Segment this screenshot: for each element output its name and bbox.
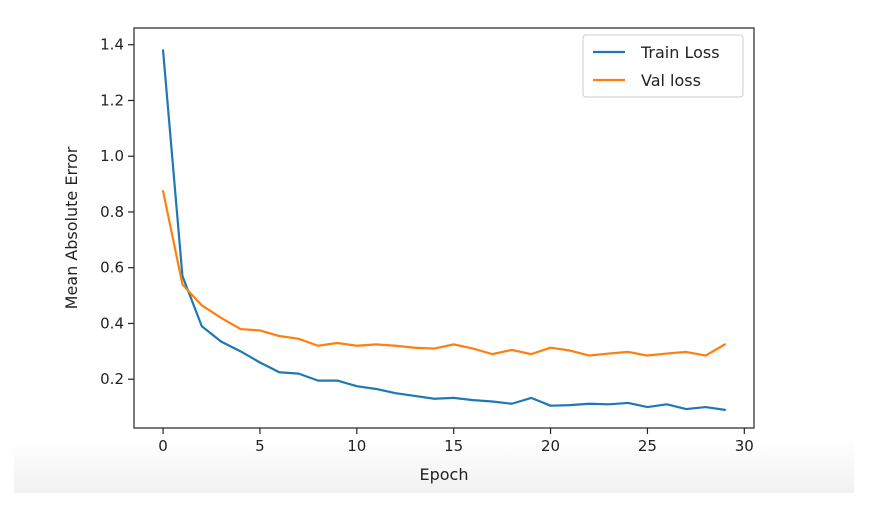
x-tick-label: 10 — [347, 437, 366, 455]
y-tick-label: 0.8 — [100, 203, 124, 221]
legend-entry-label: Val loss — [641, 71, 701, 90]
series-line-train-loss — [161, 49, 727, 411]
y-tick-label: 0.2 — [100, 370, 124, 388]
legend-box — [582, 34, 744, 98]
y-tick-label: 1.2 — [100, 91, 124, 109]
plot-frame — [133, 27, 755, 429]
figure-bottom-band — [14, 440, 854, 493]
series-line-val-loss — [161, 189, 727, 357]
x-tick-label: 0 — [158, 437, 168, 455]
x-tick-label: 25 — [638, 437, 657, 455]
legend: Train Loss Val loss — [582, 34, 744, 98]
x-tick-label: 30 — [735, 437, 754, 455]
y-tick-label: 0.6 — [100, 259, 124, 277]
series-lines — [161, 49, 727, 411]
x-tick-label: 5 — [255, 437, 265, 455]
y-tick-label: 1.4 — [100, 36, 124, 54]
x-tick-label: 15 — [444, 437, 463, 455]
axes: 0 5 10 15 20 25 30 0.2 0.4 0.6 0.8 1.0 1.2 1.4 Epoch Me… — [62, 27, 755, 484]
legend-entry-label: Train Loss — [640, 43, 720, 62]
x-axis-label: Epoch — [420, 465, 469, 484]
x-tick-label: 20 — [541, 437, 560, 455]
y-tick-label: 0.4 — [100, 314, 124, 332]
y-tick-label: 1.0 — [100, 147, 124, 165]
y-axis-label: Mean Absolute Error — [62, 146, 81, 309]
